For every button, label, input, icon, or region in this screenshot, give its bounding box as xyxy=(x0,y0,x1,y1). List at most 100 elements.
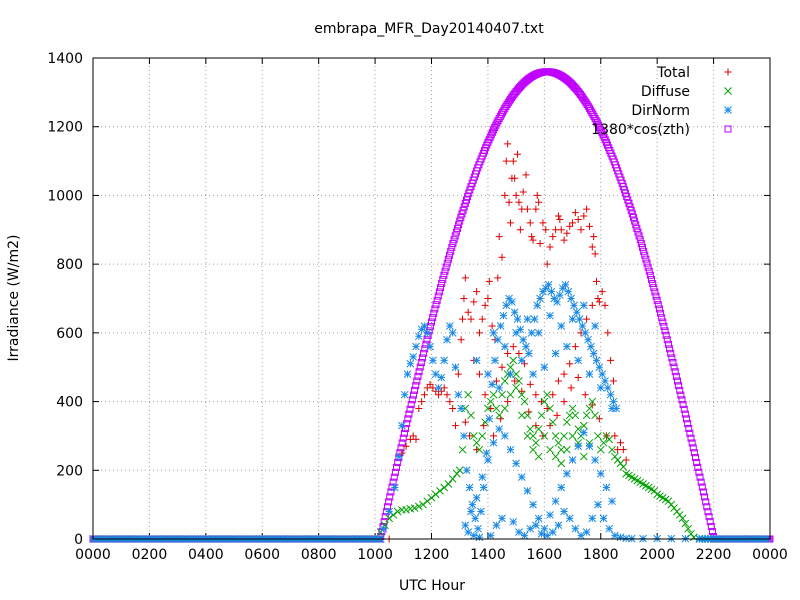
legend-label: 1380*cos(zth) xyxy=(591,122,690,138)
data-point xyxy=(475,329,483,337)
data-point xyxy=(510,308,519,317)
data-point xyxy=(385,507,394,516)
data-point xyxy=(574,356,583,365)
data-point xyxy=(444,480,453,488)
data-point xyxy=(556,215,564,223)
curve-point xyxy=(636,236,644,244)
data-point xyxy=(412,435,420,443)
data-point xyxy=(390,483,399,492)
curve-point xyxy=(414,372,422,380)
data-point xyxy=(604,329,612,337)
data-point xyxy=(565,514,574,523)
curve-point xyxy=(683,415,691,423)
curve-point xyxy=(440,271,448,279)
data-point xyxy=(581,329,590,337)
legend-marker xyxy=(724,106,732,114)
data-point xyxy=(678,514,687,523)
data-point xyxy=(579,428,588,437)
curve-point xyxy=(387,488,395,496)
data-point xyxy=(619,446,627,454)
data-point xyxy=(534,425,543,433)
data-point xyxy=(583,205,591,213)
data-point xyxy=(412,342,420,351)
data-point xyxy=(446,398,454,406)
data-point xyxy=(596,383,605,392)
legend-label: Diffuse xyxy=(641,84,690,100)
curve-point xyxy=(488,128,496,136)
data-point xyxy=(472,493,481,502)
curve-point xyxy=(446,251,454,259)
data-point xyxy=(588,397,597,406)
data-point xyxy=(593,277,601,285)
curve-point xyxy=(412,382,420,390)
data-point xyxy=(445,322,454,330)
data-point xyxy=(455,466,464,475)
data-point xyxy=(611,531,619,540)
data-point xyxy=(551,452,560,461)
curve-point xyxy=(687,434,695,442)
data-point xyxy=(488,322,496,330)
data-point xyxy=(520,397,529,406)
data-point xyxy=(431,490,440,499)
data-point xyxy=(495,233,503,241)
data-point xyxy=(681,519,690,528)
data-point xyxy=(500,404,509,413)
curve-point xyxy=(491,124,499,132)
curve-point xyxy=(448,243,456,251)
data-point xyxy=(515,198,523,206)
curve-point xyxy=(635,232,643,240)
curve-point xyxy=(652,292,660,300)
x-tick-label: 2200 xyxy=(696,547,732,563)
data-point xyxy=(426,342,434,351)
curve-point xyxy=(638,243,646,251)
data-point xyxy=(575,315,584,323)
data-point xyxy=(402,442,410,450)
curve-point xyxy=(390,473,398,481)
data-point xyxy=(532,205,540,213)
data-point xyxy=(546,445,554,454)
data-point xyxy=(605,435,614,444)
data-point xyxy=(498,390,506,399)
data-point xyxy=(512,383,520,392)
data-point xyxy=(554,521,563,530)
curve-point xyxy=(693,458,701,466)
data-point xyxy=(495,411,504,420)
data-point xyxy=(473,288,481,296)
data-point xyxy=(601,377,609,385)
data-point xyxy=(540,432,549,440)
data-point xyxy=(467,315,475,323)
data-point xyxy=(529,445,537,454)
data-point xyxy=(459,315,467,323)
data-point xyxy=(537,411,546,420)
data-point xyxy=(580,212,588,220)
data-point xyxy=(594,500,602,509)
curve-point xyxy=(643,259,651,267)
data-point xyxy=(585,404,594,413)
curve-point xyxy=(455,221,463,229)
data-point xyxy=(499,311,508,320)
y-tick-label: 800 xyxy=(56,257,83,273)
curve-point xyxy=(663,336,671,344)
data-point xyxy=(434,383,443,392)
data-point xyxy=(520,531,529,540)
curve-point xyxy=(637,240,645,248)
data-point xyxy=(389,511,398,519)
data-point xyxy=(568,432,577,440)
data-point xyxy=(523,432,532,440)
curve-point xyxy=(658,314,666,322)
curve-point xyxy=(381,513,389,521)
curve-point xyxy=(708,528,716,536)
data-point xyxy=(577,226,585,234)
data-point xyxy=(526,380,534,388)
curve-point xyxy=(429,314,437,322)
data-point xyxy=(498,253,506,261)
data-point xyxy=(457,404,465,413)
curve-point xyxy=(399,434,407,442)
curve-point xyxy=(659,318,667,326)
data-point xyxy=(547,287,556,296)
data-point xyxy=(385,514,394,523)
data-point xyxy=(451,363,460,372)
curve-point xyxy=(668,354,676,362)
curve-point xyxy=(438,280,446,288)
